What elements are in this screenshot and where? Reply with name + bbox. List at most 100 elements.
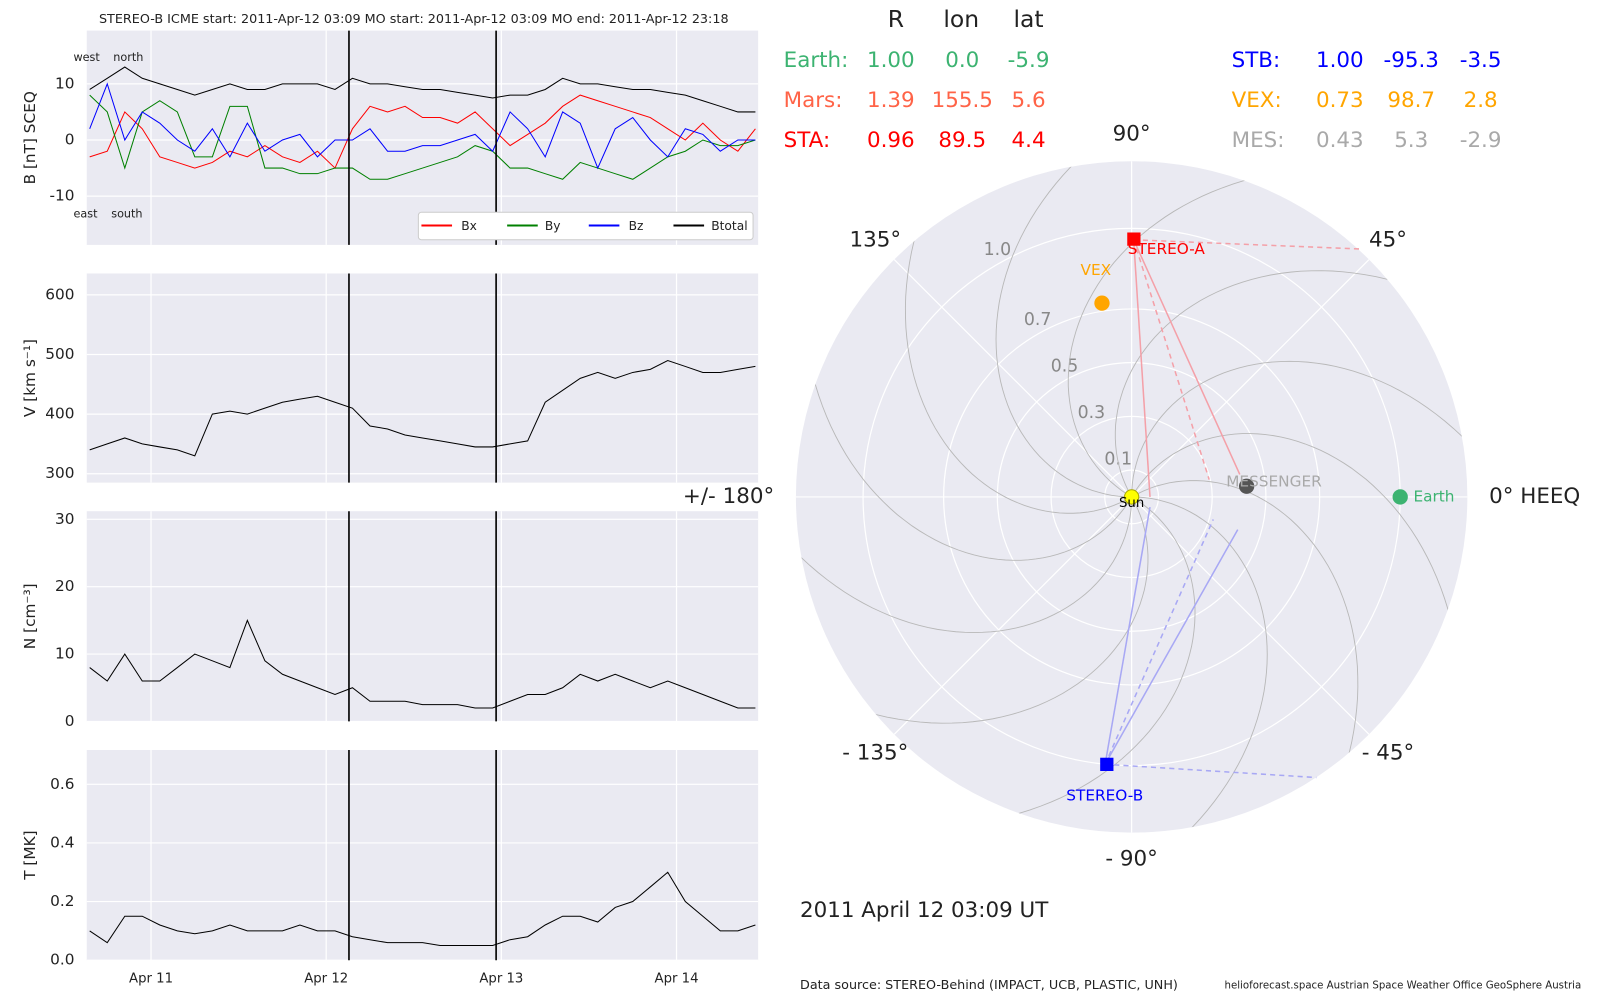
table-cell: 1.39 bbox=[867, 88, 915, 113]
radial-grid bbox=[996, 362, 1267, 632]
r-tick-label: 0.1 bbox=[1104, 449, 1132, 469]
connection-line bbox=[1104, 507, 1151, 765]
plot-background bbox=[86, 30, 759, 245]
y-axis-label: N [cm⁻³] bbox=[21, 583, 39, 649]
body-label: Sun bbox=[1119, 496, 1144, 511]
y-tick-label: 10 bbox=[55, 74, 74, 92]
legend-label: Btotal bbox=[711, 219, 747, 233]
body-marker bbox=[1094, 295, 1110, 311]
y-tick-label: 0.4 bbox=[50, 833, 74, 851]
row-label: Mars: bbox=[784, 88, 843, 113]
legend-box bbox=[417, 211, 754, 241]
x-tick-label: Apr 12 bbox=[304, 972, 348, 987]
table-cell: 5.6 bbox=[1012, 88, 1046, 113]
y-tick-label: 600 bbox=[45, 285, 74, 303]
table-cell: 0.43 bbox=[1316, 128, 1364, 153]
r-tick-label: 0.7 bbox=[1024, 310, 1052, 330]
annotation: north bbox=[113, 51, 143, 64]
y-axis-label: B [nT] SCEQ bbox=[21, 91, 39, 184]
y-axis-label: V [km s⁻¹] bbox=[21, 339, 39, 417]
y-tick-label: 300 bbox=[45, 464, 74, 482]
table-cell: 155.5 bbox=[932, 88, 993, 113]
annotation: south bbox=[111, 207, 142, 220]
plot-background bbox=[86, 511, 759, 722]
body-marker bbox=[1238, 478, 1255, 494]
theta-tick-label: - 45° bbox=[1362, 740, 1414, 765]
y-tick-label: 0.0 bbox=[50, 951, 74, 969]
row-label: STB: bbox=[1232, 48, 1281, 73]
spacecraft-marker bbox=[1100, 757, 1114, 771]
body-label: VEX bbox=[1081, 261, 1112, 279]
theta-tick-label: +/- 180° bbox=[683, 484, 774, 509]
theta-tick-label: 135° bbox=[849, 228, 901, 253]
table-header: lon bbox=[943, 5, 979, 33]
y-tick-label: 30 bbox=[55, 510, 74, 528]
body-marker bbox=[1392, 489, 1408, 505]
row-label: MES: bbox=[1232, 128, 1285, 153]
plot-background bbox=[86, 273, 759, 483]
y-axis-label: T [MK] bbox=[21, 830, 39, 880]
y-tick-label: 0.2 bbox=[50, 892, 74, 910]
body-marker bbox=[1123, 489, 1140, 505]
radial-grid bbox=[943, 308, 1321, 686]
footer-credits: helioforecast.space Austrian Space Weath… bbox=[1224, 981, 1581, 992]
spoke bbox=[1131, 496, 1370, 735]
y-tick-label: 0 bbox=[65, 130, 75, 148]
table-cell: 2.8 bbox=[1464, 88, 1498, 113]
connection-line bbox=[1105, 763, 1317, 779]
r-tick-label: 0.3 bbox=[1078, 403, 1106, 423]
table-cell: 0.73 bbox=[1316, 88, 1364, 113]
legend-label: By bbox=[545, 219, 561, 233]
r-tick-label: 0.5 bbox=[1051, 356, 1079, 376]
theta-tick-label: - 90° bbox=[1105, 847, 1157, 872]
table-cell: -3.5 bbox=[1460, 48, 1502, 73]
legend-label: Bx bbox=[461, 219, 477, 233]
radial-grid bbox=[1104, 469, 1160, 525]
data-line bbox=[89, 94, 756, 180]
date-label: 2011 April 12 03:09 UT bbox=[800, 898, 1049, 923]
data-line bbox=[89, 66, 756, 113]
spoke bbox=[1131, 259, 1370, 498]
r-tick-label: 1.0 bbox=[984, 240, 1012, 260]
annotation: west bbox=[73, 51, 100, 64]
table-cell: 0.96 bbox=[867, 128, 915, 153]
table-cell: 1.00 bbox=[1316, 48, 1364, 73]
body-label: STEREO-B bbox=[1066, 786, 1143, 804]
connection-line bbox=[1132, 239, 1151, 497]
data-line bbox=[89, 82, 756, 170]
spoke bbox=[893, 259, 1133, 498]
body-label: STEREO-A bbox=[1128, 240, 1206, 258]
data-line bbox=[89, 359, 756, 457]
plot-background bbox=[86, 750, 759, 961]
title: STEREO-B ICME start: 2011-Apr-12 03:09 M… bbox=[99, 12, 729, 27]
x-tick-label: Apr 13 bbox=[479, 972, 523, 987]
body-label: Earth bbox=[1413, 487, 1454, 505]
footer-source: Data source: STEREO-Behind (IMPACT, UCB,… bbox=[800, 978, 1178, 993]
theta-tick-label: - 135° bbox=[842, 740, 908, 765]
connection-line bbox=[1104, 529, 1239, 765]
table-cell: -5.9 bbox=[1008, 48, 1050, 73]
spoke bbox=[893, 496, 1133, 735]
table-cell: -2.9 bbox=[1460, 128, 1502, 153]
table-cell: 98.7 bbox=[1387, 88, 1435, 113]
y-tick-label: -10 bbox=[49, 187, 74, 205]
connection-line bbox=[1132, 239, 1241, 475]
x-tick-label: Apr 14 bbox=[655, 972, 699, 987]
x-tick-label: Apr 11 bbox=[129, 972, 173, 987]
y-tick-label: 0.6 bbox=[50, 775, 74, 793]
theta-tick-label: 90° bbox=[1113, 121, 1151, 146]
table-cell: 1.00 bbox=[867, 48, 915, 73]
legend-label: Bz bbox=[629, 219, 644, 233]
data-line bbox=[89, 871, 756, 947]
table-header: lat bbox=[1014, 5, 1044, 33]
connection-line bbox=[1104, 519, 1214, 765]
table-cell: 0.0 bbox=[945, 48, 979, 73]
radial-grid bbox=[1050, 415, 1213, 579]
y-tick-label: 400 bbox=[45, 405, 74, 423]
body-label: MESSENGER bbox=[1226, 473, 1322, 491]
theta-tick-label: 45° bbox=[1369, 228, 1407, 253]
theta-tick-label: 0° HEEQ bbox=[1489, 484, 1580, 509]
table-header: R bbox=[888, 5, 904, 33]
